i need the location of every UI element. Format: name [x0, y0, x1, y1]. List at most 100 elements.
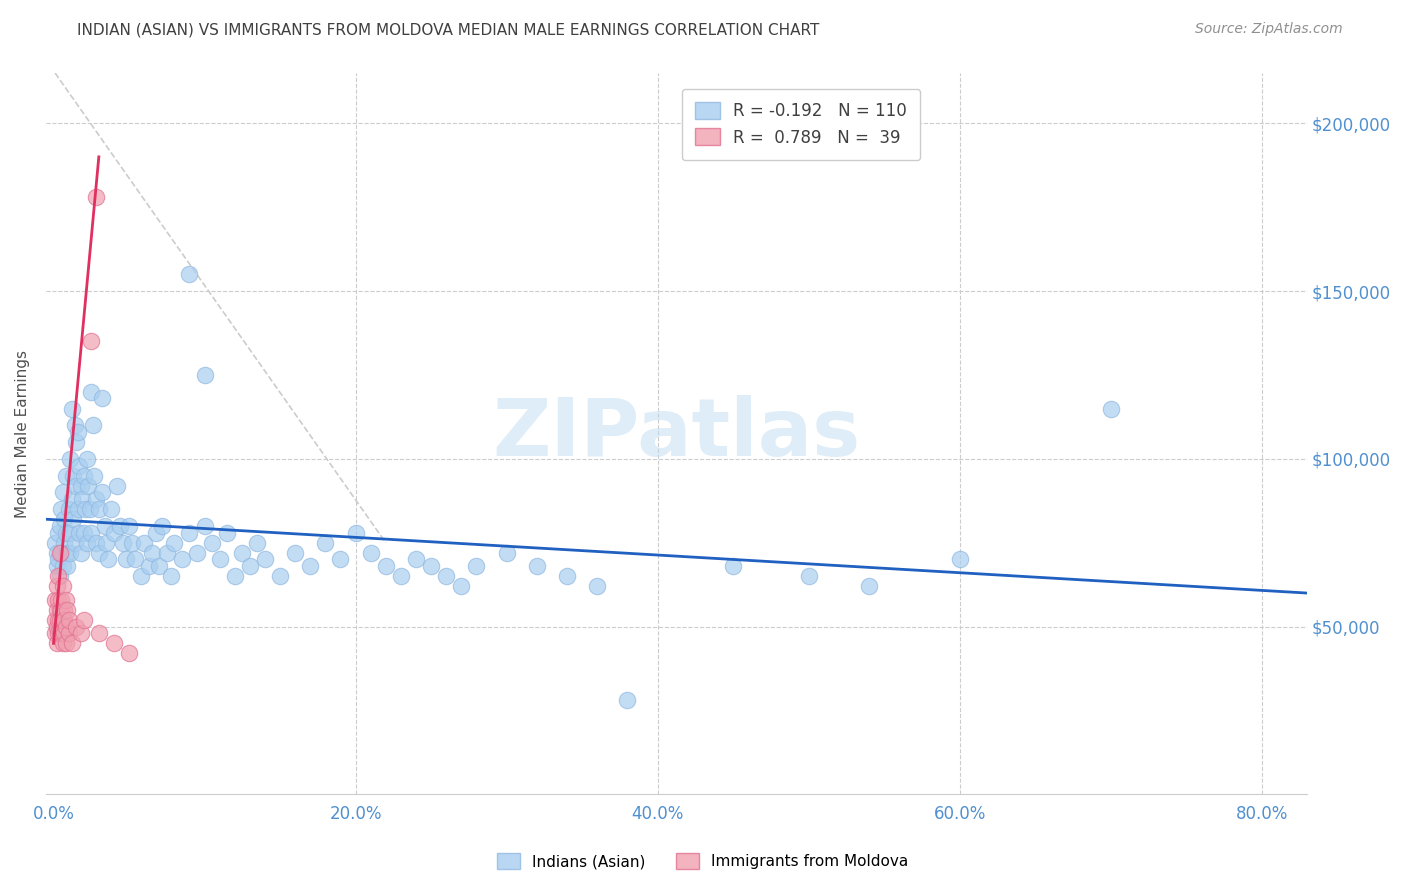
Point	[284, 546, 307, 560]
Point	[465, 559, 488, 574]
Point	[246, 535, 269, 549]
Point	[269, 569, 291, 583]
Point	[58, 502, 80, 516]
Point	[134, 535, 156, 549]
Point	[299, 559, 322, 574]
Point	[374, 559, 396, 574]
Point	[97, 552, 120, 566]
Point	[45, 603, 67, 617]
Y-axis label: Median Male Earnings: Median Male Earnings	[15, 350, 30, 517]
Point	[49, 546, 72, 560]
Point	[49, 626, 72, 640]
Point	[48, 613, 70, 627]
Point	[170, 552, 193, 566]
Point	[83, 468, 105, 483]
Point	[90, 485, 112, 500]
Point	[55, 636, 77, 650]
Point	[84, 492, 107, 507]
Point	[60, 401, 83, 416]
Point	[208, 552, 231, 566]
Point	[344, 525, 367, 540]
Point	[434, 569, 457, 583]
Point	[231, 546, 253, 560]
Point	[58, 525, 80, 540]
Point	[60, 636, 83, 650]
Point	[44, 626, 66, 640]
Point	[87, 626, 110, 640]
Point	[53, 603, 76, 617]
Point	[105, 478, 128, 492]
Point	[52, 579, 75, 593]
Point	[163, 535, 186, 549]
Point	[69, 546, 91, 560]
Point	[111, 535, 134, 549]
Point	[58, 626, 80, 640]
Point	[53, 535, 76, 549]
Point	[59, 451, 82, 466]
Point	[58, 613, 80, 627]
Point	[63, 418, 86, 433]
Point	[145, 525, 167, 540]
Point	[160, 569, 183, 583]
Point	[45, 636, 67, 650]
Point	[56, 559, 79, 574]
Point	[75, 502, 97, 516]
Point	[73, 468, 96, 483]
Point	[179, 525, 201, 540]
Point	[115, 552, 138, 566]
Point	[156, 546, 179, 560]
Point	[87, 546, 110, 560]
Point	[80, 384, 103, 399]
Point	[239, 559, 262, 574]
Point	[65, 435, 87, 450]
Point	[118, 519, 141, 533]
Point	[52, 613, 75, 627]
Point	[48, 519, 70, 533]
Point	[73, 613, 96, 627]
Point	[49, 502, 72, 516]
Point	[46, 613, 69, 627]
Point	[69, 626, 91, 640]
Point	[53, 626, 76, 640]
Point	[179, 268, 201, 282]
Point	[949, 552, 972, 566]
Point	[138, 559, 160, 574]
Point	[329, 552, 352, 566]
Point	[44, 613, 66, 627]
Point	[60, 492, 83, 507]
Point	[62, 468, 84, 483]
Point	[55, 592, 77, 607]
Point	[108, 519, 131, 533]
Point	[44, 535, 66, 549]
Point	[69, 478, 91, 492]
Text: Source: ZipAtlas.com: Source: ZipAtlas.com	[1195, 22, 1343, 37]
Point	[80, 334, 103, 349]
Point	[118, 647, 141, 661]
Point	[65, 619, 87, 633]
Point	[55, 525, 77, 540]
Point	[46, 626, 69, 640]
Point	[90, 392, 112, 406]
Point	[45, 579, 67, 593]
Point	[46, 525, 69, 540]
Point	[87, 502, 110, 516]
Point	[121, 535, 143, 549]
Point	[67, 458, 90, 473]
Point	[495, 546, 517, 560]
Point	[148, 559, 170, 574]
Point	[76, 535, 98, 549]
Point	[797, 569, 820, 583]
Point	[103, 525, 125, 540]
Point	[52, 485, 75, 500]
Point	[586, 579, 609, 593]
Point	[224, 569, 246, 583]
Point	[314, 535, 336, 549]
Point	[103, 636, 125, 650]
Point	[389, 569, 412, 583]
Point	[53, 512, 76, 526]
Point	[70, 492, 93, 507]
Point	[55, 619, 77, 633]
Point	[52, 636, 75, 650]
Point	[46, 552, 69, 566]
Point	[67, 525, 90, 540]
